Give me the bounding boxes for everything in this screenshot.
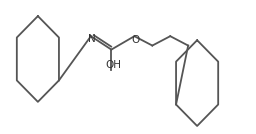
Text: O: O <box>131 35 140 45</box>
Text: N: N <box>88 34 96 44</box>
Text: OH: OH <box>105 60 121 70</box>
